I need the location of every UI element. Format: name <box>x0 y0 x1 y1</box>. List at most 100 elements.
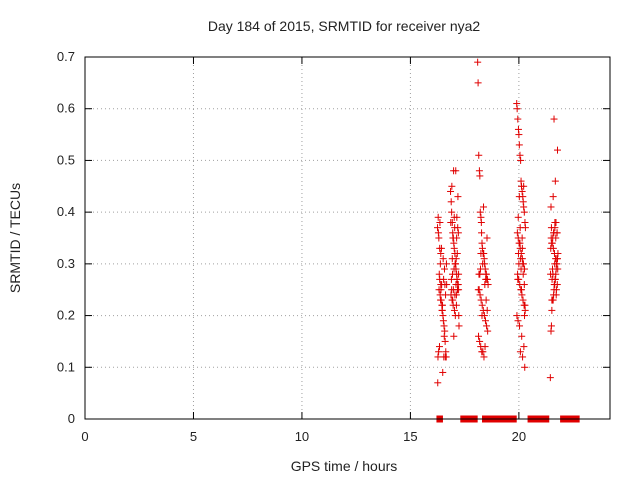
data-point <box>480 353 488 361</box>
data-point <box>519 296 527 304</box>
data-point <box>518 332 526 340</box>
data-point <box>447 187 455 195</box>
data-point <box>514 317 522 325</box>
data-point <box>479 348 487 356</box>
data-point <box>518 187 526 195</box>
data-point <box>452 167 460 175</box>
data-point <box>453 250 461 258</box>
data-point <box>454 193 462 201</box>
plot-frame <box>84 56 611 420</box>
data-point <box>448 255 456 263</box>
data-point <box>480 203 488 211</box>
data-point <box>552 291 560 299</box>
y-tick-label: 0.3 <box>57 256 75 271</box>
y-axis-label: SRMTID / TECUs <box>7 183 23 293</box>
data-point <box>476 270 484 278</box>
data-point <box>516 224 524 232</box>
data-point <box>475 332 483 340</box>
data-point <box>548 239 556 247</box>
x-tick-label: 5 <box>190 429 197 444</box>
data-point <box>449 270 456 278</box>
data-point <box>521 301 529 309</box>
data-point <box>453 275 461 283</box>
data-point <box>436 244 444 252</box>
x-tick-label: 0 <box>81 429 88 444</box>
data-point <box>481 317 489 325</box>
data-point <box>521 312 529 320</box>
data-point <box>549 265 557 273</box>
y-tick-label: 0.2 <box>57 308 75 323</box>
data-point <box>481 281 489 289</box>
data-point <box>439 368 447 376</box>
data-point <box>477 250 485 258</box>
data-point <box>521 363 529 371</box>
data-point <box>482 296 490 304</box>
data-point <box>519 353 527 361</box>
data-point <box>519 260 527 268</box>
data-point <box>454 229 462 237</box>
axis-ticks <box>84 56 610 420</box>
data-point <box>548 296 556 304</box>
data-point <box>476 208 484 216</box>
data-point <box>516 348 524 356</box>
data-point <box>437 250 445 258</box>
data-point <box>448 208 456 216</box>
data-point <box>434 229 442 237</box>
data-point <box>516 322 524 330</box>
data-point <box>437 296 445 304</box>
data-point <box>550 250 558 258</box>
data-point <box>477 218 485 226</box>
data-point <box>439 255 447 263</box>
data-point <box>517 255 525 263</box>
data-point <box>434 379 442 387</box>
data-point <box>478 229 486 237</box>
data-point <box>518 244 526 252</box>
data-point <box>483 306 491 314</box>
data-point <box>517 156 525 164</box>
data-point <box>517 265 525 273</box>
data-point <box>514 275 522 283</box>
data-point <box>441 337 449 345</box>
y-tick-label: 0.1 <box>57 359 75 374</box>
y-tick-label: 0.6 <box>57 101 75 116</box>
data-point <box>547 224 555 232</box>
data-point <box>436 218 444 226</box>
data-point <box>550 115 558 123</box>
data-point <box>478 312 486 320</box>
data-point <box>435 343 443 351</box>
data-point <box>517 286 525 294</box>
data-point <box>476 172 484 180</box>
data-point <box>454 224 462 232</box>
data-point <box>554 146 561 154</box>
data-point <box>520 203 528 211</box>
data-point <box>547 203 555 211</box>
data-point <box>443 281 451 289</box>
data-point <box>448 182 456 190</box>
data-point <box>434 213 442 221</box>
data-point <box>520 343 528 351</box>
data-point <box>551 218 559 226</box>
data-point <box>546 374 554 382</box>
data-point <box>452 301 460 309</box>
data-point <box>455 312 463 320</box>
data-point <box>520 182 528 190</box>
data-point <box>553 255 561 263</box>
tick-labels: 0 0.1 0.2 0.3 0.4 0.5 0.6 0.7 0 5 10 15 20 <box>57 49 526 444</box>
data-point <box>453 234 461 242</box>
data-point <box>547 322 555 330</box>
data-point <box>454 281 462 289</box>
data-point <box>440 275 448 283</box>
data-point <box>479 260 487 268</box>
data-point <box>478 244 486 252</box>
x-tick-label: 20 <box>512 429 526 444</box>
data-point <box>450 213 458 221</box>
data-point <box>482 275 490 283</box>
data-point <box>452 260 460 268</box>
data-point <box>450 265 458 273</box>
data-point <box>442 260 450 268</box>
data-point <box>553 281 561 289</box>
data-point <box>515 193 523 201</box>
data-point <box>553 229 561 237</box>
data-point <box>455 322 463 330</box>
